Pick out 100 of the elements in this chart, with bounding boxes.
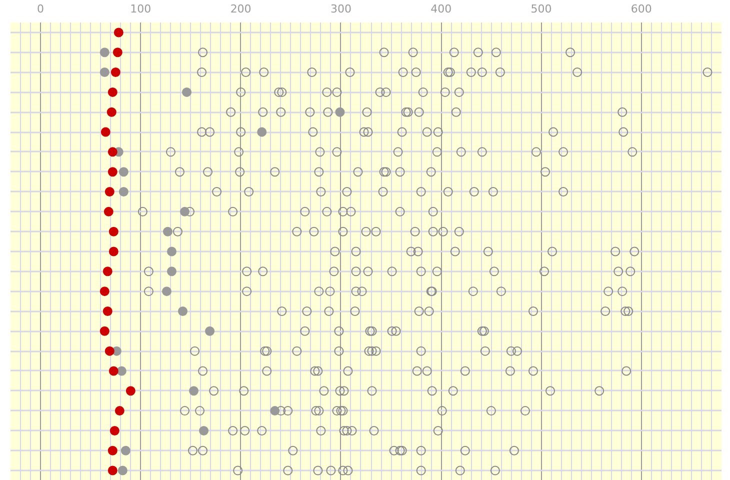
point: [174, 167, 184, 177]
point: [628, 147, 638, 157]
point: [540, 266, 549, 276]
point: [108, 446, 118, 456]
point: [240, 426, 250, 436]
point: [144, 266, 154, 276]
point: [624, 306, 634, 316]
point: [257, 426, 267, 436]
point: [274, 87, 284, 97]
point: [283, 466, 293, 476]
point: [118, 167, 128, 177]
point: [427, 386, 437, 396]
point: [166, 266, 176, 276]
point: [414, 107, 424, 117]
point: [477, 147, 487, 157]
point: [100, 127, 110, 137]
point: [361, 226, 371, 236]
point: [455, 466, 465, 476]
point: [466, 68, 476, 78]
point: [548, 127, 558, 137]
point: [310, 366, 320, 376]
point: [432, 147, 442, 157]
point: [330, 246, 340, 256]
point: [448, 386, 458, 396]
x-tick-label: 200: [230, 2, 252, 16]
point: [468, 286, 478, 296]
point: [381, 87, 391, 97]
point: [276, 107, 286, 117]
point: [450, 246, 460, 256]
point: [395, 167, 405, 177]
point: [258, 107, 268, 117]
point: [351, 246, 361, 256]
point: [270, 167, 280, 177]
point: [416, 187, 426, 196]
point: [319, 386, 329, 396]
point: [338, 226, 348, 236]
point: [259, 68, 269, 78]
point: [486, 406, 496, 416]
point: [702, 68, 712, 78]
point: [190, 346, 200, 356]
point: [100, 68, 110, 78]
point: [347, 426, 357, 436]
point: [343, 366, 353, 376]
point: [491, 48, 501, 58]
point: [228, 426, 238, 436]
point: [314, 406, 324, 416]
point: [473, 48, 483, 58]
point: [300, 326, 310, 336]
point: [387, 326, 397, 336]
point: [506, 346, 516, 356]
point: [335, 386, 345, 396]
point: [242, 286, 252, 296]
point: [307, 68, 317, 78]
point: [630, 246, 640, 256]
point: [391, 326, 401, 336]
point: [205, 127, 215, 137]
point: [343, 466, 353, 476]
point: [460, 366, 470, 376]
point: [428, 206, 438, 216]
point: [622, 366, 632, 376]
point: [369, 426, 379, 436]
point: [258, 266, 268, 276]
point: [102, 306, 112, 316]
point: [300, 206, 310, 216]
point: [512, 346, 522, 356]
point: [239, 386, 249, 396]
x-tick-label: 500: [530, 2, 552, 16]
point: [308, 127, 318, 137]
point: [393, 147, 403, 157]
point: [406, 246, 416, 256]
point: [118, 466, 128, 476]
point: [456, 147, 466, 157]
point: [236, 87, 246, 97]
point: [313, 366, 323, 376]
point: [212, 187, 222, 196]
point: [604, 286, 614, 296]
point: [126, 386, 136, 396]
x-tick-label: 0: [37, 2, 44, 16]
point: [120, 446, 130, 456]
point: [367, 386, 377, 396]
point: [454, 87, 464, 97]
point: [198, 366, 208, 376]
point: [618, 286, 628, 296]
point: [528, 306, 538, 316]
point: [454, 226, 464, 236]
point: [359, 127, 369, 137]
x-tick-label: 100: [130, 2, 152, 16]
point: [469, 187, 479, 196]
point: [108, 87, 118, 97]
point: [114, 28, 124, 38]
point: [410, 226, 420, 236]
point: [416, 346, 426, 356]
point: [371, 346, 381, 356]
point: [496, 286, 506, 296]
point: [332, 406, 342, 416]
point: [395, 206, 405, 216]
point: [335, 107, 345, 117]
point: [460, 446, 470, 456]
point: [432, 266, 442, 276]
point: [180, 206, 190, 216]
